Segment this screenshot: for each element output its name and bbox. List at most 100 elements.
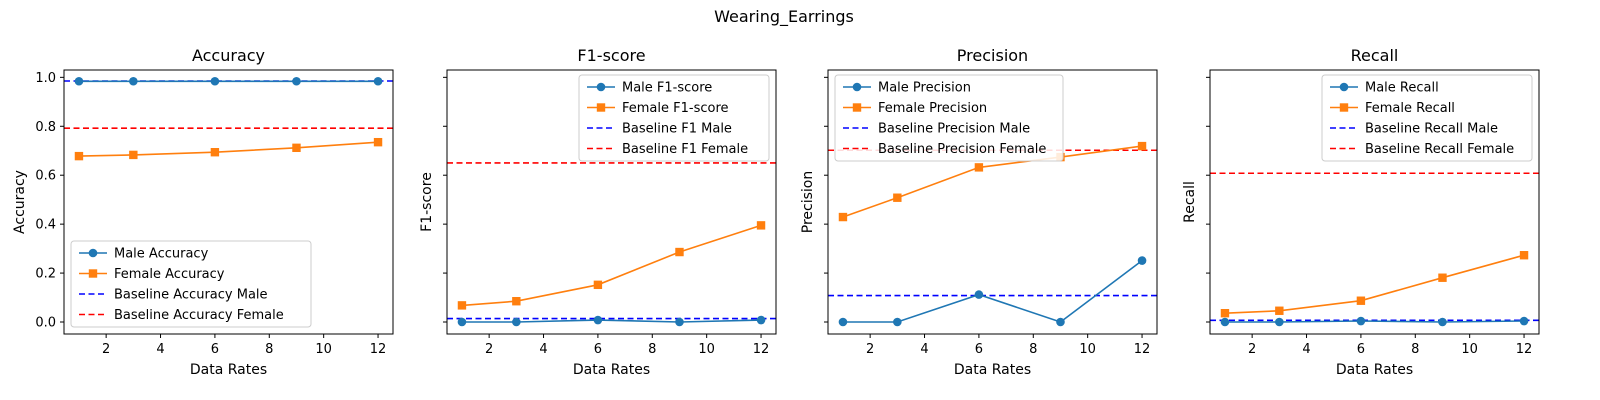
- panel-title: Accuracy: [192, 46, 265, 65]
- x-tick-label: 12: [1516, 342, 1533, 357]
- male-series-line: [462, 319, 762, 323]
- plot-frame: [1209, 69, 1540, 335]
- male-data-point: [1519, 316, 1529, 326]
- female-data-point: [512, 297, 521, 306]
- y-tick-label: 1.0: [35, 71, 56, 86]
- legend-label: Baseline F1 Male: [622, 122, 732, 137]
- x-tick-label: 2: [866, 342, 874, 357]
- x-tick-label: 8: [648, 342, 656, 357]
- female-data-point: [974, 163, 984, 172]
- legend-label: Female Recall: [1365, 101, 1455, 116]
- x-tick-label: 6: [975, 342, 983, 357]
- male-data-point: [129, 76, 138, 86]
- legend-marker: [596, 103, 606, 112]
- legend-label: Male Accuracy: [114, 247, 209, 262]
- legend-label: Baseline Accuracy Male: [114, 288, 268, 303]
- legend-label: Baseline Precision Male: [878, 122, 1030, 137]
- male-data-point: [512, 317, 521, 327]
- legend-marker: [1339, 82, 1349, 92]
- legend: Male Accuracy Female Accuracy Baseline Acc…: [70, 240, 312, 328]
- legend-label: Baseline F1 Female: [622, 142, 748, 157]
- x-tick-label: 10: [698, 342, 715, 357]
- x-tick-label: 8: [1029, 342, 1037, 357]
- male-data-point: [1356, 316, 1366, 326]
- legend-label: Female F1-score: [622, 101, 729, 116]
- female-data-point: [1519, 251, 1529, 260]
- female-data-point: [756, 221, 766, 230]
- y-tick-label: 0.8: [35, 120, 56, 135]
- x-tick-label: 6: [211, 342, 219, 357]
- male-data-point: [1275, 317, 1284, 327]
- x-tick-label: 4: [1302, 342, 1310, 357]
- legend-marker: [88, 269, 98, 278]
- x-tick-label: 2: [1248, 342, 1256, 357]
- legend-label: Baseline Recall Female: [1365, 142, 1514, 157]
- x-tick-label: 12: [1134, 342, 1151, 357]
- legend-label: Baseline Recall Male: [1365, 122, 1498, 137]
- legend-label: Male Precision: [878, 81, 971, 96]
- legend-label: Baseline Accuracy Female: [114, 308, 284, 323]
- male-data-point: [838, 317, 848, 327]
- female-data-point: [838, 212, 848, 222]
- female-data-point: [210, 148, 220, 157]
- legend: Male F1-score Female F1-score Baseline F1 …: [578, 74, 770, 162]
- x-tick-label: 10: [1079, 342, 1096, 357]
- x-axis-label: Data Rates: [954, 362, 1031, 378]
- male-data-point: [1056, 317, 1065, 327]
- female-data-point: [1438, 273, 1447, 282]
- x-tick-label: 2: [102, 342, 110, 357]
- panel-title: Precision: [957, 46, 1028, 65]
- legend: Male Recall Female Recall Baseline Recall …: [1321, 74, 1533, 162]
- x-tick-label: 4: [920, 342, 928, 357]
- female-data-point: [593, 280, 603, 290]
- male-data-point: [210, 76, 220, 86]
- y-axis-label: F1-score: [419, 172, 435, 232]
- panel-title: F1-score: [577, 46, 645, 65]
- female-data-point: [1356, 296, 1366, 305]
- female-series-line: [1224, 254, 1525, 314]
- legend-marker: [852, 82, 862, 92]
- female-data-point: [1275, 306, 1284, 315]
- x-tick-label: 4: [539, 342, 547, 357]
- x-axis-label: Data Rates: [190, 362, 267, 378]
- legend-marker: [88, 248, 98, 258]
- x-tick-label: 10: [315, 342, 332, 357]
- female-series-line: [461, 224, 762, 307]
- legend-marker: [1339, 103, 1349, 112]
- y-tick-label: 0.0: [35, 316, 56, 331]
- x-axis-label: Data Rates: [1336, 362, 1413, 378]
- chart-panels: Accuracy 2 4 6 8 10 12 0.0 0.2 0.4 0.6 0.8 1.0 Data R…: [12, 46, 1540, 378]
- plot-frame: [827, 69, 1158, 335]
- x-axis-label: Data Rates: [573, 362, 650, 378]
- male-data-point: [292, 76, 301, 86]
- male-data-point: [74, 76, 84, 86]
- y-axis-label: Precision: [800, 171, 816, 233]
- legend-label: Male Recall: [1365, 81, 1439, 96]
- legend-label: Female Precision: [878, 101, 987, 116]
- x-tick-label: 12: [753, 342, 770, 357]
- plot-frame: [446, 69, 777, 335]
- female-data-point: [675, 247, 684, 257]
- x-tick-label: 12: [370, 342, 387, 357]
- y-tick-label: 0.2: [35, 267, 56, 282]
- female-data-point: [74, 151, 84, 161]
- female-data-point: [129, 150, 138, 160]
- male-data-point: [1438, 317, 1447, 327]
- chart-panel-precision: Precision 2 4 6 8 10 12 Data Rates Precision Male…: [800, 46, 1158, 378]
- legend-box: [70, 240, 312, 328]
- figure-suptitle: Wearing_Earrings: [714, 7, 854, 27]
- chart-panel-recall: Recall 2 4 6 8 10 12 Data Rates Recall Male Recal…: [1182, 46, 1540, 378]
- male-data-point: [593, 315, 603, 325]
- chart-panel-accuracy: Accuracy 2 4 6 8 10 12 0.0 0.2 0.4 0.6 0.8 1.0 Data R…: [12, 46, 394, 378]
- legend-box: [578, 74, 770, 162]
- male-data-point: [756, 315, 766, 325]
- legend-label: Baseline Precision Female: [878, 142, 1046, 157]
- female-data-point: [893, 193, 902, 202]
- x-tick-label: 6: [594, 342, 602, 357]
- plot-frame: [63, 69, 394, 335]
- male-data-point: [974, 290, 984, 299]
- x-tick-label: 8: [1411, 342, 1419, 357]
- male-series-line: [843, 259, 1143, 323]
